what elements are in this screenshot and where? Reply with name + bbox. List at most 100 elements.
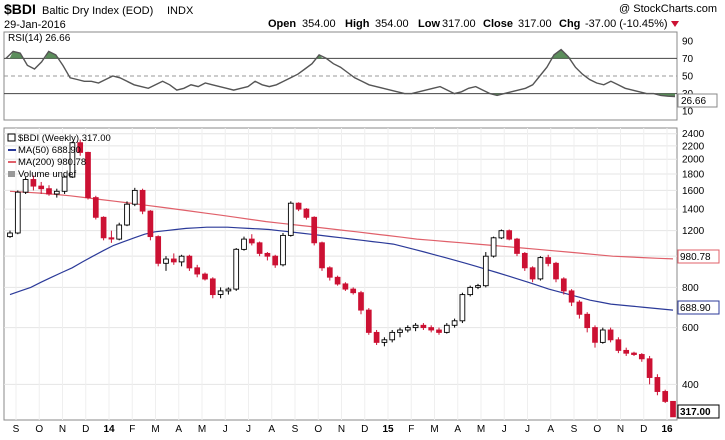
- open-label: Open: [268, 18, 296, 30]
- price-panel: 2400220020001800160014001200100080060040…: [3, 127, 720, 435]
- ma200-value-label: 980.78: [680, 252, 711, 263]
- x-tick-label: M: [151, 424, 159, 435]
- low-value: 317.00: [442, 18, 476, 30]
- candle-body: [506, 230, 513, 240]
- high-value: 354.00: [375, 18, 409, 30]
- close-value: 317.00: [518, 18, 552, 30]
- candle-body: [436, 329, 442, 333]
- candle-body: [654, 377, 661, 392]
- candle-body: [498, 230, 505, 239]
- x-tick-label: A: [175, 424, 182, 435]
- instrument-name: Baltic Dry Index (EOD): [42, 5, 153, 17]
- candle-body: [85, 151, 91, 199]
- candle-body: [108, 237, 115, 240]
- price-tick-label: 400: [682, 380, 699, 391]
- high-label: High: [345, 18, 370, 30]
- rsi-current-label: 26.66: [681, 96, 706, 107]
- last-price-label: 317.00: [680, 407, 711, 418]
- candle-body: [53, 190, 60, 195]
- candle-body: [443, 324, 450, 333]
- open-value: 354.00: [302, 18, 336, 30]
- x-tick-label: F: [408, 424, 414, 435]
- candle-body: [264, 252, 271, 257]
- candle-body: [568, 290, 575, 303]
- candle-body: [209, 278, 216, 296]
- x-tick-label: S: [13, 424, 20, 435]
- candle-body: [560, 278, 567, 292]
- chg-label: Chg: [559, 18, 580, 30]
- x-tick-label: 15: [382, 424, 394, 435]
- candle-body: [22, 179, 29, 193]
- rsi-tick-label: 90: [682, 36, 694, 47]
- rsi-tick-label: 50: [682, 72, 694, 83]
- candle-body: [326, 267, 333, 278]
- candle-body: [475, 285, 481, 288]
- candle-body: [537, 257, 544, 280]
- candle-body: [272, 255, 279, 266]
- x-tick-label: S: [292, 424, 299, 435]
- price-tick-label: 2400: [682, 129, 705, 140]
- candle-body: [553, 262, 559, 280]
- ma50-value-box: [677, 300, 720, 315]
- candle-body: [599, 329, 606, 343]
- candle-body: [178, 255, 185, 263]
- volume-legend-swatch: [8, 171, 15, 177]
- candle-body: [139, 189, 146, 212]
- price-tick-label: 1400: [682, 205, 705, 216]
- price-tick-label: 800: [682, 283, 699, 294]
- x-tick-label: A: [547, 424, 554, 435]
- candle-body: [131, 189, 138, 205]
- candle-body: [631, 352, 637, 355]
- x-tick-label: O: [314, 424, 322, 435]
- ma50-line: [9, 226, 674, 311]
- price-legend: $BDI (Weekly) 317.00 MA(50) 688.90 MA(20…: [7, 133, 111, 180]
- candle-body: [303, 208, 310, 218]
- candle-body: [124, 203, 130, 226]
- watermark: @ StockCharts.com: [619, 3, 717, 15]
- candle-body: [46, 188, 52, 195]
- candle-body: [365, 309, 372, 333]
- ma50-value-label: 688.90: [680, 303, 711, 314]
- candle-body: [186, 255, 193, 269]
- candle-body: [14, 191, 21, 234]
- price-tick-label: 2200: [682, 141, 705, 152]
- candle-body: [451, 320, 458, 326]
- candle-body: [30, 179, 37, 187]
- rsi-legend: RSI(14) 26.66: [8, 33, 71, 44]
- exchange: INDX: [167, 5, 194, 17]
- price-tick-label: 1200: [682, 226, 705, 237]
- candle-body: [576, 301, 583, 315]
- candle-body: [233, 248, 240, 290]
- legend-ma200: MA(200) 980.78: [18, 157, 86, 168]
- x-tick-label: M: [477, 424, 485, 435]
- x-tick-label: J: [525, 424, 530, 435]
- candle-body: [584, 313, 591, 329]
- candle-body: [350, 288, 357, 294]
- date: 29-Jan-2016: [4, 19, 66, 31]
- candle-body: [592, 327, 598, 343]
- x-tick-label: 14: [103, 424, 115, 435]
- candle-body: [607, 329, 614, 341]
- x-tick-label: J: [246, 424, 251, 435]
- x-tick-label: A: [268, 424, 275, 435]
- candle-body: [389, 331, 396, 341]
- x-tick-label: N: [617, 424, 624, 435]
- candle-body: [92, 197, 99, 218]
- candle-body: [459, 294, 466, 322]
- candle-body: [163, 258, 169, 264]
- x-tick-label: J: [502, 424, 507, 435]
- candle-body: [147, 210, 154, 238]
- x-tick-label: O: [35, 424, 43, 435]
- ma200-value-box: [677, 249, 720, 264]
- chg-value: -37.00 (-10.45%): [585, 18, 668, 30]
- candle-body: [311, 216, 318, 244]
- ohlc-readout: Open 354.00 High 354.00 Low 317.00 Close…: [268, 18, 679, 30]
- candle-body: [373, 331, 380, 343]
- candle-body: [521, 252, 528, 269]
- candle-body: [241, 238, 247, 250]
- legend-ma50: MA(50) 688.90: [18, 145, 81, 156]
- candle-body: [404, 327, 411, 331]
- x-tick-label: N: [59, 424, 66, 435]
- x-tick-label: A: [454, 424, 461, 435]
- candle-body: [61, 176, 68, 192]
